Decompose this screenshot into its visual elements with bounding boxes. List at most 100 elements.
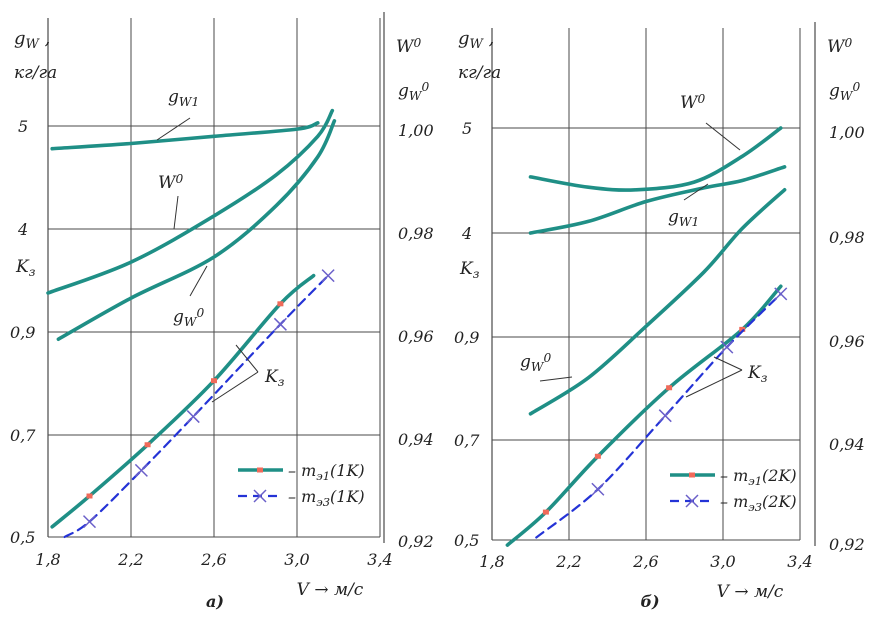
series-marker	[591, 482, 605, 496]
series-marker	[82, 515, 97, 529]
right-tick-label: 0,94	[398, 430, 434, 449]
annotation-leader	[156, 117, 191, 141]
x-axis-label: V → м/с	[717, 582, 784, 602]
left-tick-label: 0,9	[454, 328, 479, 347]
chart-panel-2: 1,8 2,2 2,6 3,0 3,4V → м/с б) 5 4 0,9 0,7 0,5 gW , к…	[454, 22, 865, 611]
left-axis-label: gW ,	[458, 28, 494, 52]
x-axis-label: V → м/с	[297, 580, 364, 600]
legend-label: – mэ1(1K)	[288, 461, 365, 483]
series-line-2	[528, 188, 787, 416]
left-tick-label: 4	[17, 220, 28, 239]
left-tick-label: 0,7	[454, 431, 480, 450]
series-marker	[211, 378, 217, 384]
x-tick-label: 1,8	[35, 550, 60, 569]
series-marker	[720, 340, 734, 354]
x-tick-label: 2,2	[117, 550, 143, 569]
left-tick-label: 0,5	[454, 531, 479, 550]
right-axis-label-w: W0	[396, 36, 421, 57]
right-axis-label-g: gW0	[398, 80, 429, 103]
series-marker	[658, 409, 672, 423]
right-axis-label-g: gW0	[829, 80, 860, 103]
annotation-leader	[173, 195, 179, 230]
series-line-4	[535, 292, 782, 539]
legend: – mэ1(2K) – mэ3(2K)	[670, 466, 797, 514]
series-marker	[774, 287, 788, 301]
x-tick-label: 3,0	[284, 550, 309, 569]
series-marker	[666, 385, 673, 391]
curve-annotation: gW1	[668, 207, 699, 229]
x-tick-label: 2,2	[555, 552, 581, 571]
right-tick-label: 0,92	[829, 535, 865, 554]
annotation-leader	[211, 371, 259, 403]
series-line-1	[528, 126, 783, 192]
series-line-2	[56, 119, 337, 341]
curve-annotation: W0	[158, 172, 183, 193]
legend-marker	[689, 472, 695, 478]
legend-label: – mэ1(2K)	[720, 466, 797, 488]
x-tick-label: 2,6	[200, 550, 226, 569]
legend: – mэ1(1K) – mэ3(1K)	[238, 461, 365, 509]
series-marker	[273, 317, 287, 331]
right-tick-label: 0,94	[829, 435, 865, 454]
right-axis-label-w: W0	[827, 36, 852, 57]
series-marker	[594, 453, 601, 459]
x-tick-label: 1,8	[479, 552, 504, 571]
left-axis-k-label: Kз	[459, 259, 480, 281]
annotation-leader	[539, 376, 573, 382]
series-marker	[277, 301, 284, 307]
panel-label: а)	[206, 592, 224, 611]
left-axis-k-label: Kз	[15, 257, 36, 279]
curve-annotation: gW0	[173, 306, 204, 329]
legend-marker	[253, 489, 267, 503]
left-tick-label: 0,9	[10, 323, 35, 342]
left-tick-label: 0,7	[10, 426, 36, 445]
right-tick-label: 0,96	[398, 327, 434, 346]
legend-marker	[685, 494, 699, 508]
left-tick-label: 4	[461, 224, 472, 243]
series-marker	[739, 326, 746, 332]
chart-panel-1: 1,8 2,2 2,6 3,0 3,4V → м/с а) 5 4 0,9 0,7 0,5 gW , к…	[10, 12, 434, 611]
annotation-leader	[705, 122, 741, 151]
x-tick-label: 3,0	[710, 552, 735, 571]
right-tick-label: 0,96	[829, 332, 865, 351]
series-line-1	[46, 108, 335, 295]
x-tick-label: 2,6	[632, 552, 658, 571]
panel-label: б)	[640, 592, 659, 611]
left-axis-unit: кг/га	[14, 63, 57, 83]
series-marker	[144, 442, 151, 448]
series-line-0	[50, 121, 320, 151]
left-tick-label: 5	[462, 119, 472, 138]
annotation-leader	[683, 183, 709, 201]
legend-label: – mэ3(2K)	[720, 492, 797, 514]
left-axis-label: gW ,	[14, 28, 50, 52]
annotation-leader	[235, 344, 259, 373]
curve-annotation: Kз	[264, 367, 285, 389]
series-marker	[542, 509, 549, 515]
legend-marker	[257, 467, 263, 473]
curve-annotation: Kз	[747, 363, 768, 385]
x-tick-label: 3,4	[787, 552, 812, 571]
right-tick-label: 0,98	[829, 228, 865, 247]
series-marker	[186, 410, 200, 424]
annotation-leader	[713, 356, 743, 371]
series-marker	[321, 269, 335, 283]
annotation-leader	[685, 369, 743, 398]
x-tick-label: 3,4	[367, 550, 392, 569]
legend-label: – mэ3(1K)	[288, 487, 365, 509]
curve-annotation: gW1	[168, 87, 199, 109]
curve-annotation: gW0	[520, 351, 551, 374]
series-marker	[134, 463, 148, 477]
right-tick-label: 1,00	[829, 123, 865, 142]
left-tick-label: 5	[18, 117, 28, 136]
right-tick-label: 1,00	[398, 121, 434, 140]
series-line-0	[528, 165, 787, 235]
annotation-leader	[189, 265, 208, 297]
left-tick-label: 0,5	[10, 528, 35, 547]
left-axis-unit: кг/га	[458, 63, 501, 83]
curve-annotation: W0	[680, 92, 705, 113]
right-tick-label: 0,98	[398, 224, 434, 243]
series-marker	[86, 493, 93, 499]
right-tick-label: 0,92	[398, 532, 434, 551]
